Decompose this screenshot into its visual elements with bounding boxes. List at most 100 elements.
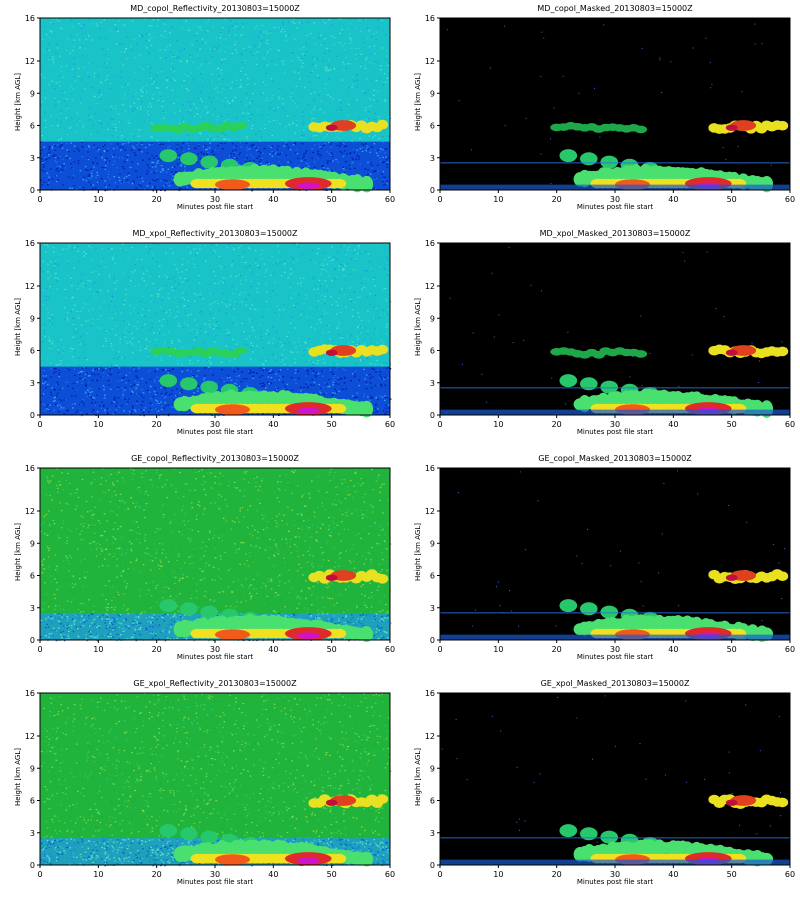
- masked-ground-band: [440, 859, 790, 865]
- upper-echo-cell: [376, 344, 389, 355]
- y-tick-label: 0: [430, 411, 435, 420]
- y-tick-label: 6: [430, 797, 435, 806]
- x-tick-label: 40: [668, 420, 678, 429]
- x-tick-label: 30: [610, 870, 620, 879]
- x-tick-label: 40: [268, 420, 278, 429]
- y-tick-label: 12: [425, 732, 435, 741]
- upper-echo-core: [725, 574, 738, 581]
- upper-echo-core: [725, 349, 738, 356]
- x-tick-label: 50: [327, 195, 337, 204]
- y-tick-label: 3: [30, 829, 35, 838]
- y-tick-label: 12: [425, 57, 435, 66]
- echo-features: [150, 344, 389, 418]
- low-echo-core: [215, 854, 250, 865]
- masked-noise-line: [440, 612, 790, 614]
- chart-panel: MD_xpol_Reflectivity_20130803=15000Z Heig…: [0, 225, 400, 450]
- x-tick-label: 10: [93, 870, 103, 879]
- y-tick-label: 6: [430, 122, 435, 131]
- y-tick-label: 12: [25, 57, 35, 66]
- chart-title: GE_xpol_Reflectivity_20130803=15000Z: [133, 679, 297, 688]
- x-tick-label: 0: [37, 645, 42, 654]
- low-echo-core: [332, 853, 347, 864]
- y-tick-label: 9: [430, 539, 435, 548]
- x-tick-label: 10: [93, 645, 103, 654]
- x-tick-label: 30: [210, 420, 220, 429]
- noise-speckle: [457, 470, 786, 638]
- chart-panel: GE_xpol_Reflectivity_20130803=15000Z Heig…: [0, 675, 400, 900]
- chart-title: GE_xpol_Masked_20130803=15000Z: [540, 679, 690, 688]
- x-tick-label: 0: [37, 195, 42, 204]
- x-tick-label: 0: [437, 645, 442, 654]
- upper-echo-cell: [634, 350, 648, 358]
- x-axis-label: Minutes post file start: [576, 428, 654, 436]
- x-tick-label: 30: [210, 645, 220, 654]
- x-tick-label: 60: [785, 420, 795, 429]
- low-echo-peak: [296, 407, 320, 414]
- x-tick-label: 0: [437, 870, 442, 879]
- x-tick-label: 0: [437, 195, 442, 204]
- echo-features: [150, 119, 389, 193]
- echo-features: [440, 344, 790, 418]
- x-tick-label: 0: [37, 870, 42, 879]
- x-tick-label: 60: [785, 870, 795, 879]
- fall-streak: [159, 599, 178, 613]
- low-echo: [360, 175, 374, 193]
- x-axis-label: Minutes post file start: [576, 878, 654, 886]
- x-tick-label: 20: [152, 420, 162, 429]
- x-tick-label: 20: [152, 195, 162, 204]
- y-tick-label: 16: [425, 464, 435, 473]
- y-tick-label: 6: [30, 797, 35, 806]
- low-echo: [360, 851, 374, 867]
- fall-streak: [559, 824, 578, 838]
- x-tick-label: 20: [552, 645, 562, 654]
- fall-streak: [180, 827, 198, 841]
- y-tick-label: 0: [430, 861, 435, 870]
- x-tick-label: 50: [327, 420, 337, 429]
- chart-panel: MD_copol_Masked_20130803=15000Z Height [k…: [400, 0, 800, 225]
- fall-streak: [559, 149, 578, 163]
- y-tick-label: 9: [30, 89, 35, 98]
- masked-ground-band: [440, 634, 790, 640]
- x-tick-label: 10: [493, 420, 503, 429]
- x-tick-label: 60: [385, 645, 395, 654]
- x-tick-label: 30: [610, 195, 620, 204]
- echo-features: [440, 569, 790, 642]
- heatmap-svg: 0 10 20 30 40 50 60 0 3 6 9 12 16: [425, 14, 795, 204]
- x-tick-label: 10: [493, 645, 503, 654]
- x-tick-label: 40: [668, 645, 678, 654]
- fall-streak: [580, 602, 598, 616]
- x-axis-label: Minutes post file start: [176, 878, 254, 886]
- x-tick-label: 50: [727, 420, 737, 429]
- low-echo-core: [332, 628, 347, 639]
- heatmap-svg: 0 10 20 30 40 50 60 0 3 6 9 12 16: [425, 689, 795, 879]
- y-tick-label: 12: [25, 282, 35, 291]
- x-tick-label: 60: [385, 870, 395, 879]
- x-tick-label: 60: [785, 195, 795, 204]
- x-tick-label: 40: [268, 195, 278, 204]
- x-tick-label: 60: [385, 195, 395, 204]
- low-echo-core: [215, 179, 250, 191]
- upper-echo-cell: [634, 125, 648, 134]
- masked-noise-line: [440, 162, 790, 164]
- x-tick-label: 50: [727, 870, 737, 879]
- x-tick-label: 40: [668, 870, 678, 879]
- x-tick-label: 50: [327, 645, 337, 654]
- x-tick-label: 10: [493, 195, 503, 204]
- y-tick-label: 3: [430, 154, 435, 163]
- y-tick-label: 9: [430, 314, 435, 323]
- low-echo-core: [332, 403, 347, 414]
- echo-features: [159, 794, 389, 867]
- upper-echo-core: [325, 124, 338, 131]
- fall-streak: [200, 155, 218, 169]
- upper-echo-core: [325, 349, 338, 356]
- echo-features: [440, 120, 790, 193]
- chart-title: MD_copol_Reflectivity_20130803=15000Z: [130, 4, 300, 13]
- x-tick-label: 30: [210, 870, 220, 879]
- heatmap-svg: 0 10 20 30 40 50 60 0 3 6 9 12 16: [25, 14, 395, 204]
- x-tick-label: 60: [785, 645, 795, 654]
- y-tick-label: 3: [30, 604, 35, 613]
- echo-features: [440, 794, 790, 867]
- y-tick-label: 16: [25, 464, 35, 473]
- chart-title: GE_copol_Reflectivity_20130803=15000Z: [131, 454, 299, 463]
- x-tick-label: 30: [610, 420, 620, 429]
